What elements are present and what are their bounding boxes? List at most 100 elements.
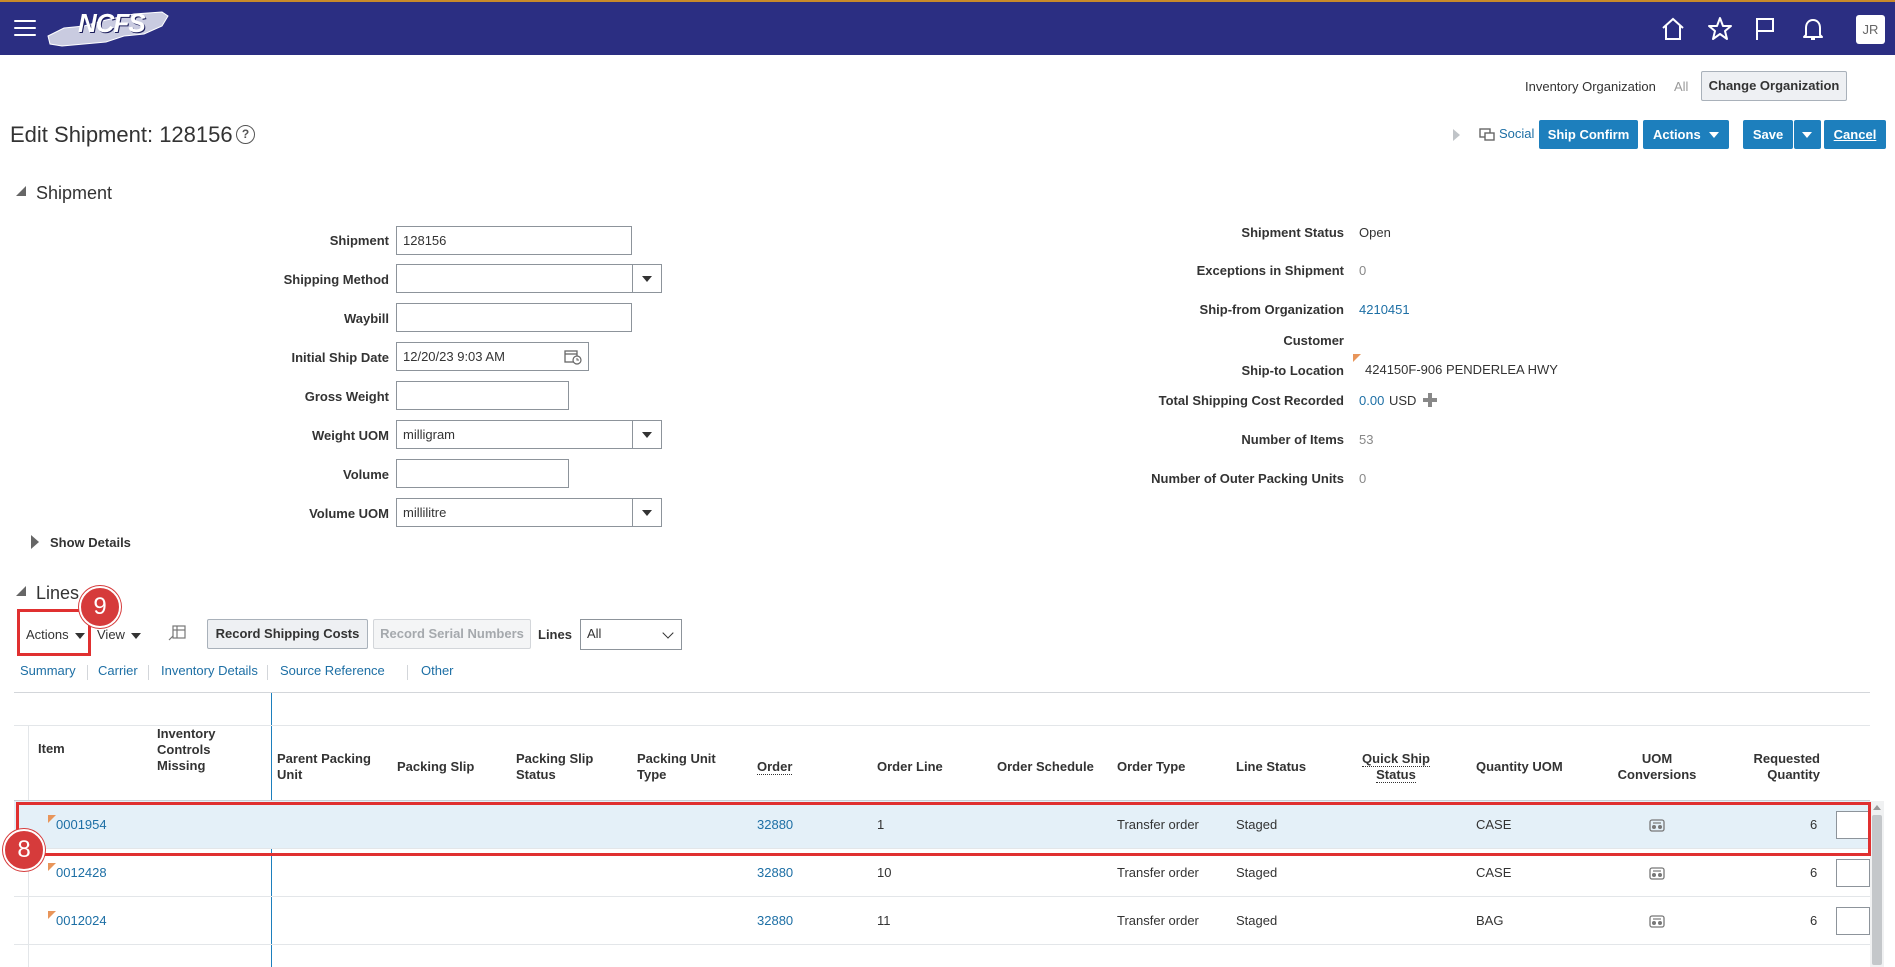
cancel-button[interactable]: Cancel xyxy=(1824,120,1886,149)
tab-other[interactable]: Other xyxy=(407,663,454,678)
total-shipping-cost-label: Total Shipping Cost Recorded xyxy=(1158,393,1344,408)
save-options-button[interactable] xyxy=(1794,120,1821,149)
shipping-method-label: Shipping Method xyxy=(283,272,389,287)
table-scrollbar[interactable] xyxy=(1870,801,1884,967)
collapse-lines-icon[interactable] xyxy=(16,586,26,596)
note-indicator-icon xyxy=(48,863,56,871)
table-row[interactable]: 0012024 32880 11 Transfer order Staged B… xyxy=(14,897,1870,945)
help-icon[interactable]: ? xyxy=(236,125,255,144)
initial-ship-date-field[interactable]: 12/20/23 9:03 AM xyxy=(396,342,589,371)
quantity-input[interactable] xyxy=(1836,811,1870,839)
record-serial-numbers-button[interactable]: Record Serial Numbers xyxy=(373,619,531,649)
waybill-field[interactable] xyxy=(396,303,632,332)
favorites-star-icon[interactable] xyxy=(1707,16,1733,42)
column-packing-slip-status[interactable]: Packing Slip Status xyxy=(516,751,594,782)
column-quantity-uom[interactable]: Quantity UOM xyxy=(1476,759,1563,774)
lines-actions-menu[interactable]: Actions xyxy=(26,627,85,642)
volume-field[interactable] xyxy=(396,459,569,488)
item-link[interactable]: 0012428 xyxy=(56,865,107,880)
lines-filter-select[interactable]: All xyxy=(580,619,682,650)
lines-filter-value: All xyxy=(587,626,602,641)
waybill-label: Waybill xyxy=(343,311,389,326)
gross-weight-field[interactable] xyxy=(396,381,569,410)
logo-text: NCFS xyxy=(78,8,146,38)
cost-currency: USD xyxy=(1389,393,1417,408)
uom-conversion-icon[interactable] xyxy=(1648,913,1666,929)
expand-details-icon[interactable] xyxy=(31,535,39,549)
column-order[interactable]: Order xyxy=(757,759,793,775)
chevron-down-icon[interactable] xyxy=(632,265,661,292)
column-order-schedule[interactable]: Order Schedule xyxy=(997,759,1094,774)
column-packing-unit-type[interactable]: Packing Unit Type xyxy=(637,751,716,782)
expand-right-icon[interactable] xyxy=(1453,129,1460,141)
shipment-number-field[interactable]: 128156 xyxy=(396,226,632,255)
inventory-organization-label: Inventory Organization xyxy=(1525,79,1656,94)
scroll-up-icon[interactable] xyxy=(1873,805,1881,810)
table-row[interactable]: 0012428 32880 10 Transfer order Staged C… xyxy=(14,849,1870,897)
ship-confirm-button[interactable]: Ship Confirm xyxy=(1539,120,1638,149)
shipping-method-select[interactable] xyxy=(396,264,662,293)
show-details-link[interactable]: Show Details xyxy=(50,535,131,550)
home-icon[interactable] xyxy=(1660,16,1686,42)
total-shipping-cost-link[interactable]: 0.00 xyxy=(1359,393,1385,408)
chevron-down-icon xyxy=(1802,132,1812,138)
column-item[interactable]: Item xyxy=(38,741,65,756)
chevron-down-icon[interactable] xyxy=(632,499,661,526)
menu-icon[interactable] xyxy=(14,20,36,36)
actions-menu-label: Actions xyxy=(1653,127,1701,142)
column-requested-quantity[interactable]: Requested Quantity xyxy=(1753,751,1820,782)
quantity-input[interactable] xyxy=(1836,907,1870,935)
volume-uom-select[interactable]: millilitre xyxy=(396,498,662,527)
column-parent-packing-unit[interactable]: Parent Packing Unit xyxy=(277,751,371,782)
chevron-down-icon xyxy=(130,632,141,639)
order-link[interactable]: 32880 xyxy=(757,913,794,928)
number-of-items-value: 53 xyxy=(1359,432,1374,447)
table-row[interactable]: 0001954 32880 1 Transfer order Staged CA… xyxy=(14,801,1870,849)
ncfs-logo[interactable] xyxy=(44,6,172,52)
column-quick-ship-status[interactable]: Quick Ship Status xyxy=(1361,751,1431,783)
lines-view-menu[interactable]: View xyxy=(97,627,141,642)
column-packing-slip[interactable]: Packing Slip xyxy=(397,759,475,774)
change-organization-button[interactable]: Change Organization xyxy=(1701,71,1847,101)
scrollbar-thumb[interactable] xyxy=(1872,815,1882,965)
ship-from-organization-link[interactable]: 4210451 xyxy=(1359,302,1410,317)
flag-icon[interactable] xyxy=(1752,16,1778,42)
add-icon[interactable] xyxy=(1422,392,1438,408)
collapse-shipment-icon[interactable] xyxy=(16,186,26,196)
actions-menu-button[interactable]: Actions xyxy=(1643,120,1729,149)
tab-source-reference[interactable]: Source Reference xyxy=(280,663,385,678)
tab-inventory-details[interactable]: Inventory Details xyxy=(161,663,258,678)
gross-weight-label: Gross Weight xyxy=(304,389,389,404)
uom-conversion-icon[interactable] xyxy=(1648,817,1666,833)
tab-summary[interactable]: Summary xyxy=(20,663,76,678)
chevron-down-icon[interactable] xyxy=(632,421,661,448)
column-inventory-controls-missing[interactable]: Inventory Controls Missing xyxy=(157,726,216,773)
item-link[interactable]: 0001954 xyxy=(56,817,107,832)
item-link[interactable]: 0012024 xyxy=(56,913,107,928)
column-line-status[interactable]: Line Status xyxy=(1236,759,1307,774)
order-line-value: 1 xyxy=(877,817,885,832)
notifications-bell-icon[interactable] xyxy=(1800,16,1826,42)
line-status-value: Staged xyxy=(1236,817,1278,832)
tab-carrier[interactable]: Carrier xyxy=(98,663,138,678)
weight-uom-select[interactable]: milligram xyxy=(396,420,662,449)
quantity-input[interactable] xyxy=(1836,859,1870,887)
column-order-line[interactable]: Order Line xyxy=(877,759,943,774)
column-order-type[interactable]: Order Type xyxy=(1117,759,1186,774)
record-shipping-costs-button[interactable]: Record Shipping Costs xyxy=(207,619,368,649)
exceptions-label: Exceptions in Shipment xyxy=(1196,263,1344,278)
social-link[interactable]: Social xyxy=(1499,126,1535,141)
social-icon[interactable] xyxy=(1479,128,1495,142)
uom-conversion-icon[interactable] xyxy=(1648,865,1666,881)
save-button[interactable]: Save xyxy=(1743,120,1793,149)
customer-label: Customer xyxy=(1283,333,1344,348)
freeze-columns-icon[interactable] xyxy=(168,624,188,642)
user-avatar[interactable]: JR xyxy=(1856,15,1885,44)
order-link[interactable]: 32880 xyxy=(757,865,794,880)
shipment-section-title: Shipment xyxy=(36,183,113,203)
top-bar: NCFS JR xyxy=(0,0,1895,55)
column-uom-conversions[interactable]: UOM Conversions xyxy=(1617,751,1697,782)
calendar-icon[interactable] xyxy=(564,349,582,365)
order-link[interactable]: 32880 xyxy=(757,817,794,832)
shipment-status-label: Shipment Status xyxy=(1241,225,1344,240)
